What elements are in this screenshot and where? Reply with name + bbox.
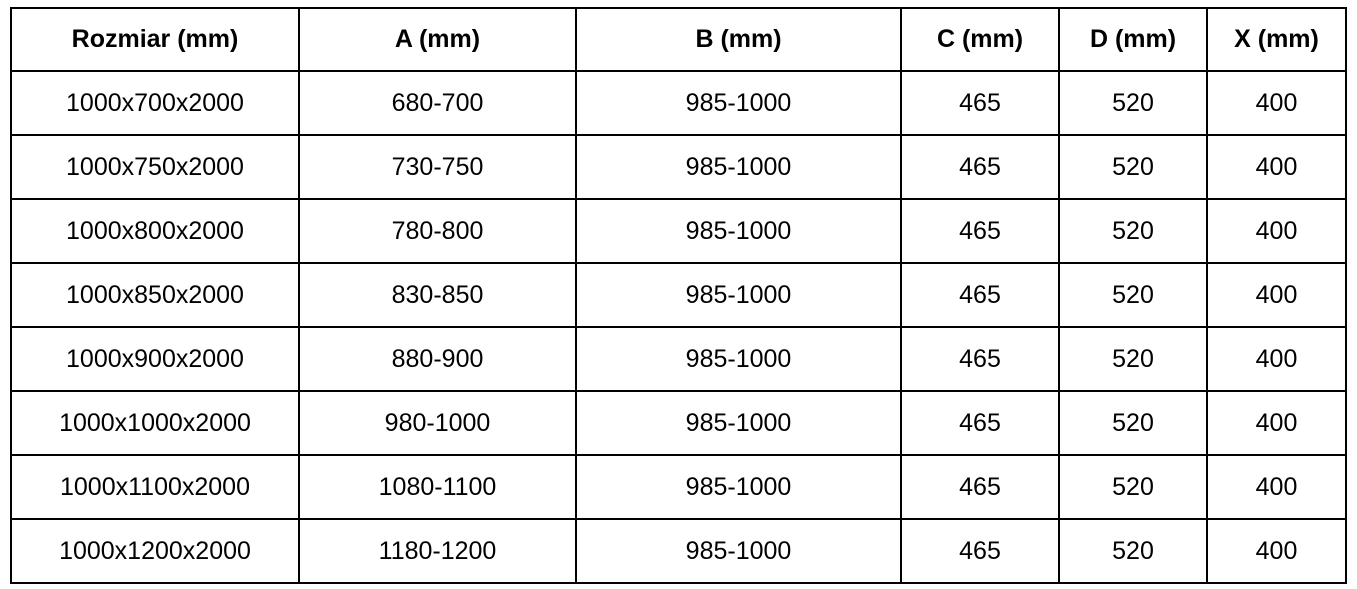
cell-a: 1080-1100 [298,454,577,520]
cell-rozmiar: 1000x1000x2000 [10,390,300,456]
table-row: 1000x900x2000 880-900 985-1000 465 520 400 [10,326,1347,392]
header-c: C (mm) [900,7,1060,72]
cell-b: 985-1000 [575,326,902,392]
header-b: B (mm) [575,7,902,72]
cell-b: 985-1000 [575,134,902,200]
cell-c: 465 [900,262,1060,328]
cell-c: 465 [900,198,1060,264]
cell-a: 880-900 [298,326,577,392]
cell-c: 465 [900,134,1060,200]
cell-a: 680-700 [298,70,577,136]
table-row: 1000x750x2000 730-750 985-1000 465 520 400 [10,134,1347,200]
table-row: 1000x1200x2000 1180-1200 985-1000 465 520 400 [10,518,1347,584]
cell-d: 520 [1058,326,1208,392]
cell-a: 1180-1200 [298,518,577,584]
cell-rozmiar: 1000x1200x2000 [10,518,300,584]
cell-b: 985-1000 [575,198,902,264]
cell-a: 730-750 [298,134,577,200]
cell-rozmiar: 1000x700x2000 [10,70,300,136]
cell-c: 465 [900,326,1060,392]
cell-rozmiar: 1000x750x2000 [10,134,300,200]
cell-x: 400 [1206,198,1347,264]
cell-b: 985-1000 [575,70,902,136]
table-row: 1000x800x2000 780-800 985-1000 465 520 400 [10,198,1347,264]
cell-x: 400 [1206,262,1347,328]
cell-c: 465 [900,390,1060,456]
cell-d: 520 [1058,390,1208,456]
table-row: 1000x700x2000 680-700 985-1000 465 520 400 [10,70,1347,136]
cell-x: 400 [1206,518,1347,584]
table-row: 1000x1100x2000 1080-1100 985-1000 465 520 400 [10,454,1347,520]
cell-rozmiar: 1000x1100x2000 [10,454,300,520]
cell-x: 400 [1206,70,1347,136]
cell-b: 985-1000 [575,518,902,584]
cell-x: 400 [1206,390,1347,456]
cell-d: 520 [1058,518,1208,584]
cell-rozmiar: 1000x900x2000 [10,326,300,392]
header-d: D (mm) [1058,7,1208,72]
header-rozmiar: Rozmiar (mm) [10,7,300,72]
cell-b: 985-1000 [575,390,902,456]
cell-a: 780-800 [298,198,577,264]
cell-b: 985-1000 [575,262,902,328]
cell-rozmiar: 1000x800x2000 [10,198,300,264]
dimensions-table: Rozmiar (mm) A (mm) B (mm) C (mm) D (mm)… [10,7,1347,584]
cell-a: 830-850 [298,262,577,328]
header-x: X (mm) [1206,7,1347,72]
cell-c: 465 [900,70,1060,136]
header-row: Rozmiar (mm) A (mm) B (mm) C (mm) D (mm)… [10,7,1347,72]
cell-x: 400 [1206,454,1347,520]
cell-d: 520 [1058,262,1208,328]
cell-rozmiar: 1000x850x2000 [10,262,300,328]
cell-c: 465 [900,454,1060,520]
cell-d: 520 [1058,70,1208,136]
cell-a: 980-1000 [298,390,577,456]
cell-c: 465 [900,518,1060,584]
cell-d: 520 [1058,198,1208,264]
cell-d: 520 [1058,454,1208,520]
cell-x: 400 [1206,134,1347,200]
cell-b: 985-1000 [575,454,902,520]
table-row: 1000x1000x2000 980-1000 985-1000 465 520 400 [10,390,1347,456]
header-a: A (mm) [298,7,577,72]
table-row: 1000x850x2000 830-850 985-1000 465 520 400 [10,262,1347,328]
cell-d: 520 [1058,134,1208,200]
cell-x: 400 [1206,326,1347,392]
